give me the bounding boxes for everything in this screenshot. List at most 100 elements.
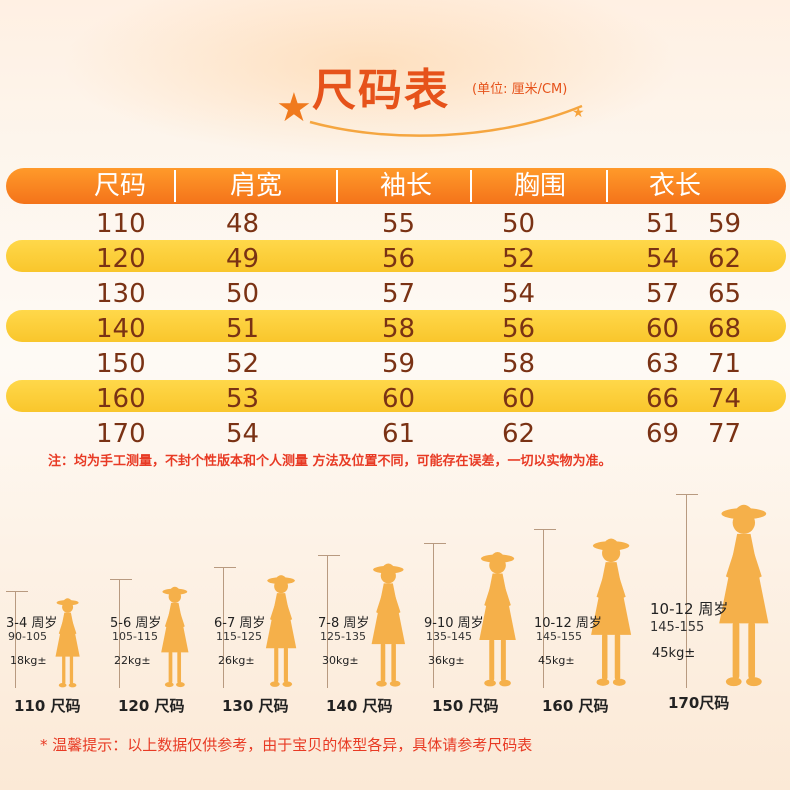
child-weight: 18kg±	[10, 654, 47, 667]
header-divider	[606, 170, 608, 202]
child-height: 145-155	[536, 630, 582, 643]
child-age: 7-8 周岁	[318, 616, 370, 631]
tip-text: * 温馨提示：以上数据仅供参考，由于宝贝的体型各异，具体请参考尺码表	[40, 736, 533, 754]
header-divider	[174, 170, 176, 202]
cell-sleeve: 60	[382, 384, 416, 414]
child-height: 145-155	[650, 620, 705, 635]
cell-chest: 54	[502, 279, 536, 309]
cell-size: 140	[96, 314, 146, 344]
cell-length-a: 66	[646, 384, 680, 414]
girl-silhouette-icon	[371, 563, 406, 687]
row-highlight	[6, 310, 786, 342]
cell-size: 110	[96, 209, 146, 239]
height-tick	[214, 566, 236, 568]
child-weight: 30kg±	[322, 654, 359, 667]
cell-shoulder: 53	[226, 384, 260, 414]
child-age: 10-12 周岁	[534, 616, 602, 631]
cell-length-a: 54	[646, 244, 680, 274]
girl-silhouette-icon	[160, 586, 189, 687]
child-weight: 45kg±	[538, 654, 575, 667]
child-size-label: 110 尺码	[14, 697, 81, 715]
cell-sleeve: 55	[382, 209, 416, 239]
header-shoulder: 肩宽	[229, 171, 282, 201]
cell-length-b: 65	[708, 279, 742, 309]
cell-chest: 62	[502, 419, 536, 449]
child-age: 3-4 周岁	[6, 616, 58, 631]
cell-size: 150	[96, 349, 146, 379]
girl-silhouette-icon	[719, 504, 769, 686]
cell-size: 130	[96, 279, 146, 309]
child-height: 105-115	[112, 630, 158, 643]
cell-length-a: 63	[646, 349, 680, 379]
height-tick	[534, 529, 556, 531]
cell-length-b: 71	[708, 349, 742, 379]
cell-length-b: 62	[708, 244, 742, 274]
measurement-note: 注：均为手工测量，不封个性版本和个人测量 方法及位置不同，可能存在误差，一切以实…	[48, 454, 612, 469]
cell-length-a: 57	[646, 279, 680, 309]
child-size-label: 150 尺码	[432, 697, 499, 715]
star-icon: ★	[276, 85, 312, 131]
child-size-label: 130 尺码	[222, 697, 289, 715]
cell-length-a: 60	[646, 314, 680, 344]
height-tick	[676, 493, 698, 495]
child-weight: 22kg±	[114, 654, 151, 667]
cell-size: 160	[96, 384, 146, 414]
cell-shoulder: 54	[226, 419, 260, 449]
child-weight: 36kg±	[428, 654, 465, 667]
header-sleeve: 袖长	[379, 171, 432, 201]
height-ruler	[433, 542, 434, 688]
height-tick	[6, 590, 28, 592]
height-ruler	[119, 578, 120, 688]
girl-silhouette-icon	[266, 574, 297, 687]
row-highlight	[6, 380, 786, 412]
child-weight: 26kg±	[218, 654, 255, 667]
child-size-label: 140 尺码	[326, 697, 393, 715]
cell-sleeve: 58	[382, 314, 416, 344]
cell-chest: 56	[502, 314, 536, 344]
header-length: 衣长	[648, 171, 701, 201]
child-size-label: 120 尺码	[118, 697, 185, 715]
cell-size: 120	[96, 244, 146, 274]
height-ruler	[223, 566, 224, 688]
child-size-label: 160 尺码	[542, 697, 609, 715]
cell-length-a: 69	[646, 419, 680, 449]
child-size-label: 170尺码	[668, 694, 730, 712]
header-divider	[470, 170, 472, 202]
row-highlight	[6, 240, 786, 272]
header-chest: 胸围	[513, 171, 566, 201]
girl-silhouette-icon	[479, 551, 516, 687]
child-age: 10-12 周岁	[650, 600, 729, 618]
cell-length-a: 51	[646, 209, 680, 239]
header-divider	[336, 170, 338, 202]
child-height: 115-125	[216, 630, 262, 643]
cell-sleeve: 59	[382, 349, 416, 379]
cell-shoulder: 50	[226, 279, 260, 309]
cell-sleeve: 61	[382, 419, 416, 449]
child-age: 6-7 周岁	[214, 616, 266, 631]
cell-chest: 50	[502, 209, 536, 239]
cell-sleeve: 56	[382, 244, 416, 274]
title-swoosh	[309, 104, 583, 137]
child-height: 135-145	[426, 630, 472, 643]
page-title: 尺码表	[312, 65, 450, 116]
cell-sleeve: 57	[382, 279, 416, 309]
child-height: 90-105	[8, 630, 47, 643]
child-weight: 45kg±	[652, 646, 696, 661]
cell-length-b: 77	[708, 419, 742, 449]
girl-silhouette-icon	[590, 538, 631, 687]
height-ruler	[15, 590, 16, 688]
child-age: 9-10 周岁	[424, 616, 484, 631]
girl-silhouette-icon	[55, 597, 80, 687]
cell-shoulder: 51	[226, 314, 260, 344]
header-size: 尺码	[93, 171, 146, 201]
cell-length-b: 68	[708, 314, 742, 344]
cell-length-b: 59	[708, 209, 742, 239]
cell-shoulder: 48	[226, 209, 260, 239]
cell-shoulder: 49	[226, 244, 260, 274]
cell-length-b: 74	[708, 384, 742, 414]
cell-chest: 58	[502, 349, 536, 379]
table-header-bar	[6, 168, 786, 204]
child-age: 5-6 周岁	[110, 616, 162, 631]
child-height: 125-135	[320, 630, 366, 643]
height-ruler	[686, 493, 687, 688]
